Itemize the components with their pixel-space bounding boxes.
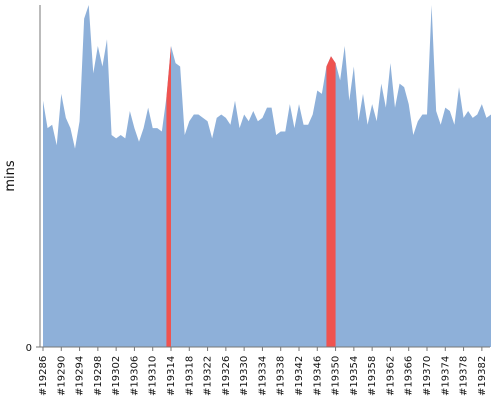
y-tick-label: 0 [26,343,32,354]
x-tick-label: #19342 [294,356,305,396]
x-tick-label: #19290 [56,356,67,396]
x-tick-label: #19310 [148,356,159,396]
x-tick-label: #19334 [257,356,268,396]
x-tick-label: #19338 [276,356,287,396]
x-tick-label: #19298 [93,356,104,396]
x-tick-label: #19314 [166,356,177,396]
x-tick-label: #19322 [203,356,214,396]
axes: 0 #19286 #19290 #19294 #19298 #19302 #19306 #19… [26,5,490,396]
highlight-region-1 [166,46,171,347]
x-tick-label: #19362 [385,356,396,396]
highlight-region-2 [326,56,336,348]
x-tick-label: #19294 [75,356,86,396]
x-tick-label: #19302 [111,356,122,396]
x-tick-label: #19382 [477,356,488,396]
x-tick-label: #19330 [239,356,250,396]
y-axis-label: mins [3,160,18,192]
x-tick-label: #19346 [312,356,323,396]
x-tick-label: #19366 [404,356,415,396]
series-group [43,5,491,348]
x-tick-label: #19378 [459,356,470,396]
x-tick-label: #19350 [331,356,342,396]
area-series [43,5,491,347]
x-tick-label: #19326 [221,356,232,396]
x-tick-label: #19286 [38,356,49,396]
x-tick-label: #19358 [367,356,378,396]
x-tick-label: #19306 [129,356,140,396]
x-tick-label: #19374 [440,356,451,396]
x-tick-label: #19370 [422,356,433,396]
x-tick-label: #19318 [184,356,195,396]
x-tick-label: #19354 [349,356,360,396]
